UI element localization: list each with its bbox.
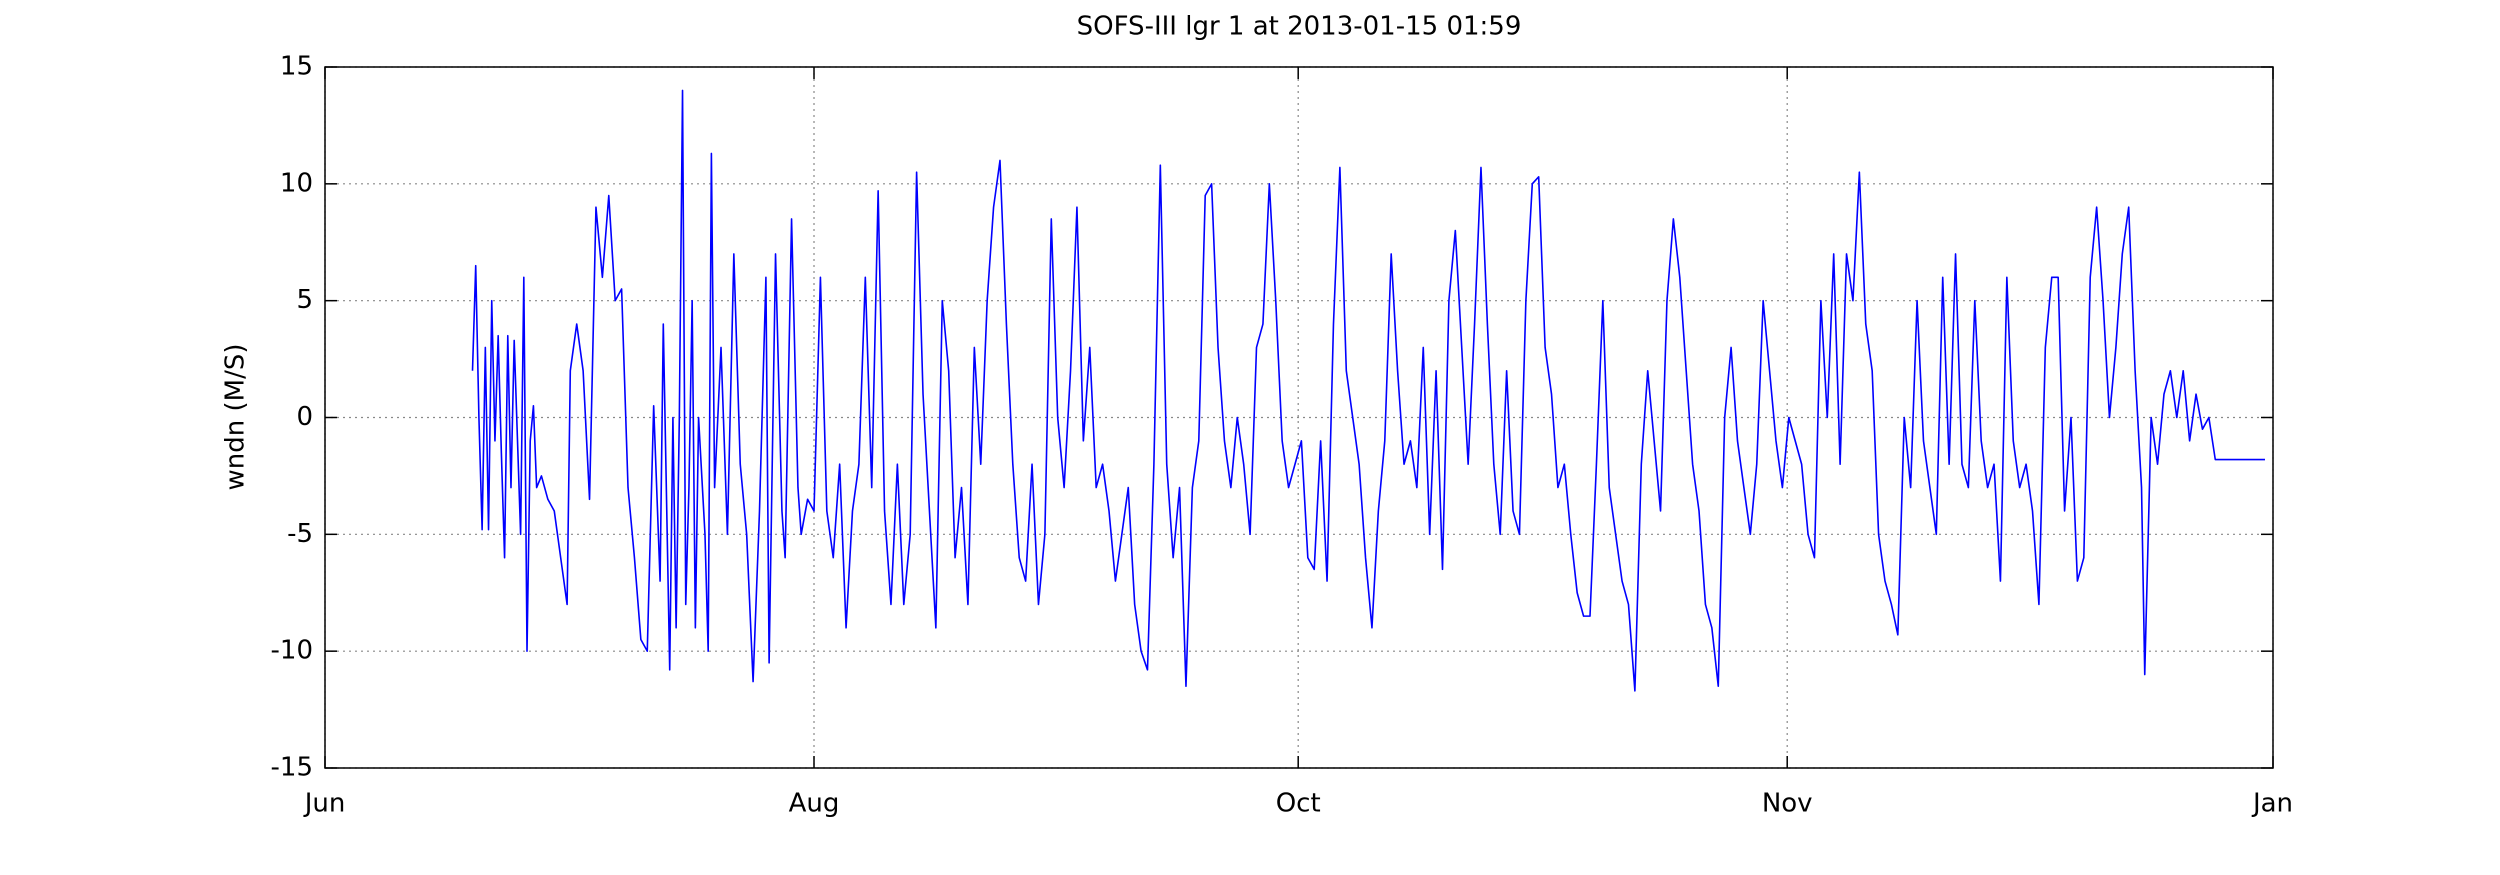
y-tick-label: -15: [271, 753, 313, 783]
x-tick-label: Jun: [303, 789, 346, 819]
y-axis-label: wndn (M/S): [221, 344, 251, 491]
y-tick-label: 5: [296, 285, 313, 315]
y-tick-label: 10: [280, 168, 313, 198]
x-tick-label: Nov: [1762, 789, 1813, 819]
x-tick-label: Jan: [2251, 789, 2293, 819]
chart-title: SOFS-III lgr 1 at 2013-01-15 01:59: [1077, 12, 1522, 42]
y-tick-label: 15: [280, 52, 313, 82]
x-tick-label: Aug: [789, 789, 840, 819]
y-tick-label: 0: [296, 402, 313, 432]
y-tick-label: -10: [271, 636, 313, 666]
plot-frame: [324, 66, 2274, 769]
x-tick-label: Oct: [1276, 789, 1321, 819]
y-tick-label: -5: [287, 519, 313, 549]
data-line: [471, 89, 2265, 692]
